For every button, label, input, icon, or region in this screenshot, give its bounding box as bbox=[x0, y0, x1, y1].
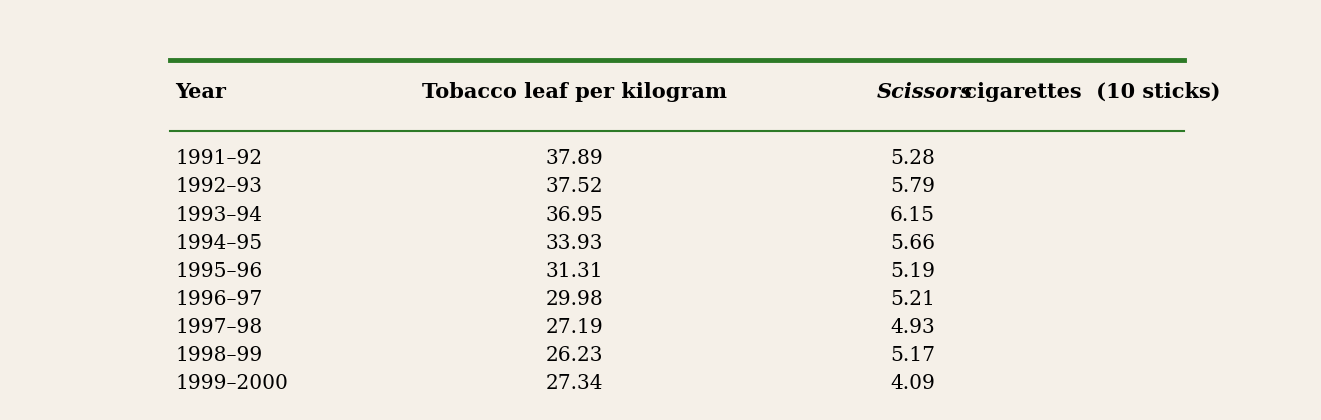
Text: 1996–97: 1996–97 bbox=[176, 290, 263, 309]
Text: 1992–93: 1992–93 bbox=[176, 177, 263, 197]
Text: 31.31: 31.31 bbox=[546, 262, 604, 281]
Text: 26.23: 26.23 bbox=[546, 346, 604, 365]
Text: Scissors: Scissors bbox=[877, 82, 972, 102]
Text: 1991–92: 1991–92 bbox=[176, 149, 263, 168]
Text: 1997–98: 1997–98 bbox=[176, 318, 263, 337]
Text: 1994–95: 1994–95 bbox=[176, 234, 263, 253]
Text: 37.52: 37.52 bbox=[546, 177, 604, 197]
Text: 36.95: 36.95 bbox=[546, 205, 604, 225]
Text: 6.15: 6.15 bbox=[890, 205, 935, 225]
Text: 5.79: 5.79 bbox=[890, 177, 935, 197]
Text: 33.93: 33.93 bbox=[546, 234, 604, 253]
Text: 5.66: 5.66 bbox=[890, 234, 935, 253]
Text: 1999–2000: 1999–2000 bbox=[176, 374, 288, 393]
Text: 27.34: 27.34 bbox=[546, 374, 604, 393]
Text: cigarettes  (10 sticks): cigarettes (10 sticks) bbox=[956, 82, 1221, 102]
Text: 1995–96: 1995–96 bbox=[176, 262, 263, 281]
Text: 5.28: 5.28 bbox=[890, 149, 935, 168]
Text: 1998–99: 1998–99 bbox=[176, 346, 263, 365]
Text: 27.19: 27.19 bbox=[546, 318, 604, 337]
Text: 1993–94: 1993–94 bbox=[176, 205, 263, 225]
Text: 4.93: 4.93 bbox=[890, 318, 935, 337]
Text: 29.98: 29.98 bbox=[546, 290, 604, 309]
Text: 5.19: 5.19 bbox=[890, 262, 935, 281]
Text: 5.17: 5.17 bbox=[890, 346, 935, 365]
Text: 5.21: 5.21 bbox=[890, 290, 935, 309]
Text: 37.89: 37.89 bbox=[546, 149, 604, 168]
Text: Year: Year bbox=[176, 82, 226, 102]
Text: 4.09: 4.09 bbox=[890, 374, 935, 393]
Text: Tobacco leaf per kilogram: Tobacco leaf per kilogram bbox=[423, 82, 727, 102]
